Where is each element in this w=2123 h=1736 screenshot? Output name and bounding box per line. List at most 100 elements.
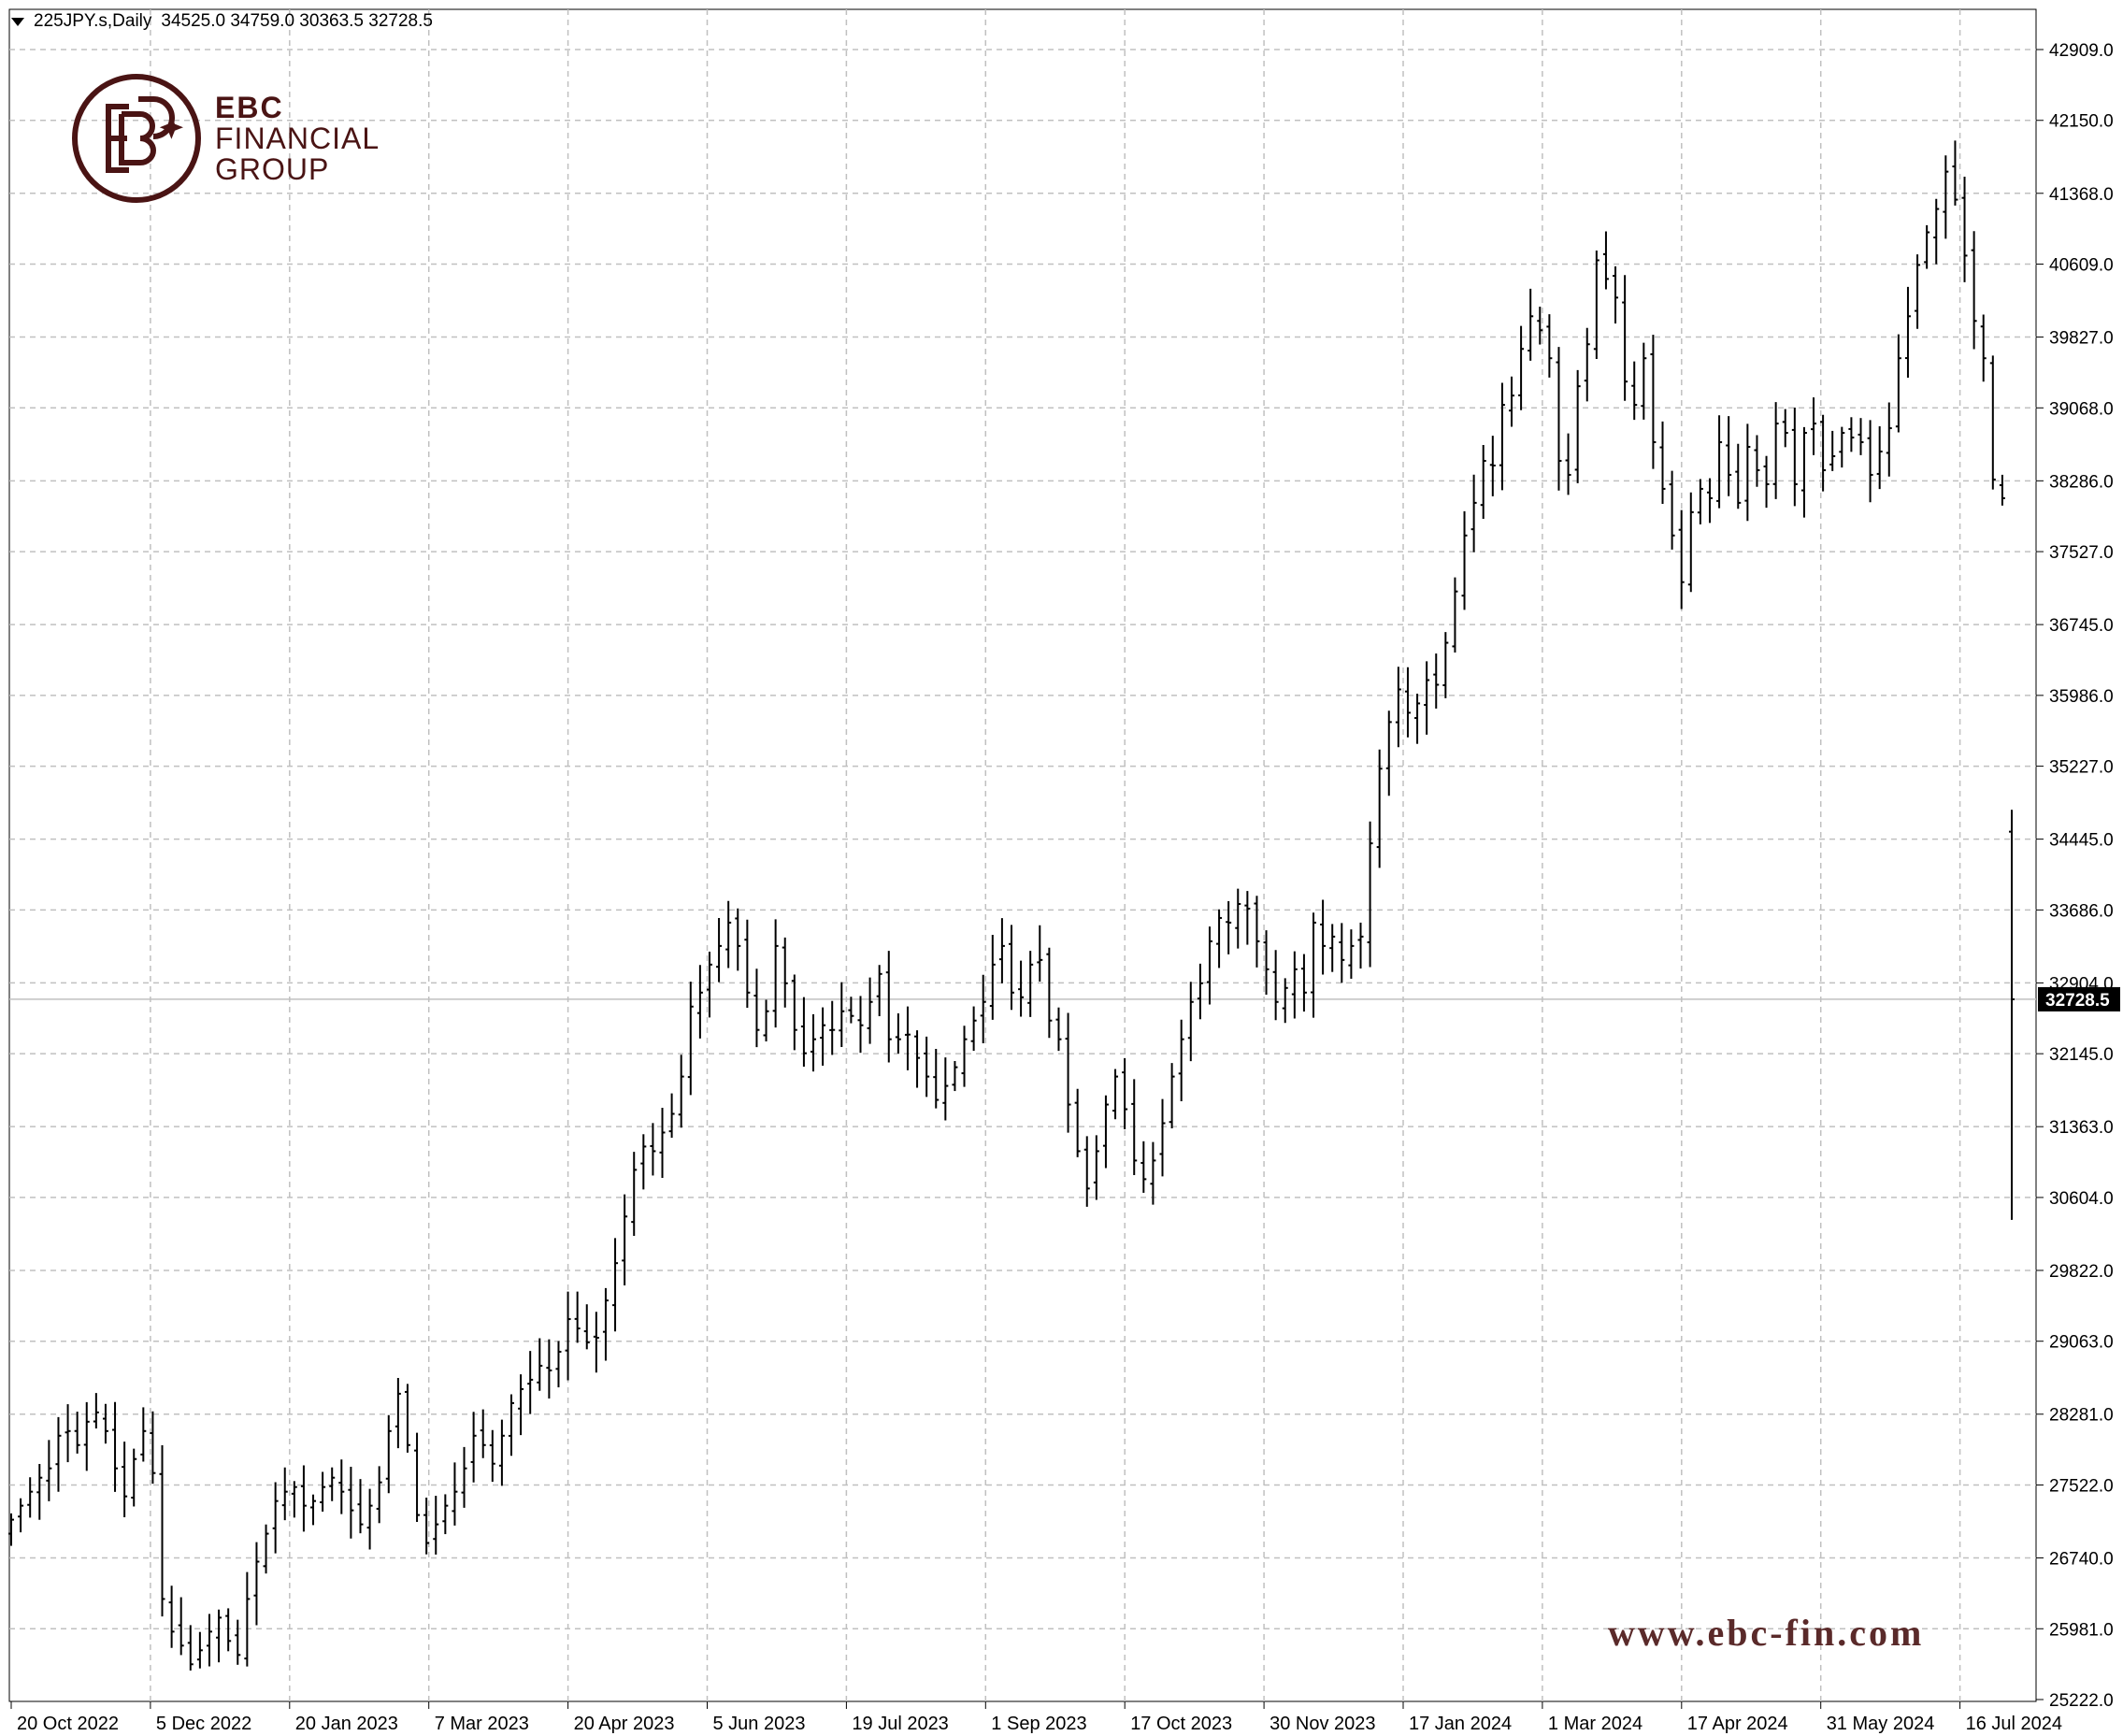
ohlc-bar [235, 1619, 241, 1665]
ohlc-bar [1480, 444, 1486, 519]
ohlc-bar [1018, 960, 1025, 1017]
ohlc-bar [1027, 951, 1034, 1017]
ohlc-bar [1915, 254, 1921, 329]
ohlc-bar [376, 1466, 382, 1524]
dropdown-triangle-icon[interactable] [11, 17, 24, 26]
ohlc-bar [168, 1585, 175, 1648]
ohlc-bar [518, 1374, 524, 1436]
ohlc-bar [1187, 982, 1194, 1062]
ohlc-bar [1122, 1057, 1128, 1129]
ohlc-bar [300, 1465, 307, 1532]
x-tick-label: 7 Mar 2023 [435, 1714, 529, 1734]
ohlc-bar [998, 918, 1005, 983]
ohlc-bar [537, 1338, 543, 1391]
ohlc-bar [612, 1238, 619, 1332]
ohlc-bar [924, 1036, 930, 1098]
ohlc-bar [8, 1513, 14, 1546]
ohlc-bar [1687, 492, 1694, 593]
ohlc-bar [18, 1498, 24, 1533]
ohlc-bar [1083, 1136, 1090, 1207]
ohlc-bar [1556, 347, 1562, 491]
ohlc-bar [980, 974, 986, 1044]
ohlc-bar [1395, 667, 1401, 748]
ohlc-bar [1584, 327, 1590, 402]
ohlc-bar [725, 900, 732, 968]
ohlc-bar [414, 1432, 421, 1523]
ohlc-bar [159, 1444, 165, 1617]
ohlc-bar [1726, 416, 1732, 496]
ohlc-bar [1876, 426, 1883, 490]
ohlc-bar [706, 952, 712, 1018]
ohlc-bar [772, 919, 779, 1028]
ohlc-bar [1772, 402, 1779, 499]
ohlc-bar [320, 1471, 326, 1512]
ohlc-bar [1009, 925, 1014, 1011]
ohlc-bar [848, 997, 854, 1024]
ohlc-bar [1470, 474, 1477, 552]
ohlc-bar [696, 965, 703, 1039]
ohlc-bar [1518, 325, 1525, 410]
y-tick-label: 30604.0 [2049, 1189, 2114, 1209]
ohlc-bar [565, 1291, 571, 1381]
ohlc-bar [631, 1152, 638, 1236]
y-tick-label: 42909.0 [2049, 41, 2114, 61]
x-tick-label: 20 Oct 2022 [17, 1714, 119, 1734]
ohlc-bar [1197, 963, 1203, 1020]
ohlc-bar [1282, 978, 1288, 1024]
logo-line2: FINANCIAL [215, 121, 380, 155]
ohlc-bar [1659, 421, 1666, 505]
ohlc-bar [1943, 155, 1949, 239]
ohlc-bar [178, 1597, 184, 1656]
ohlc-bar [433, 1496, 439, 1555]
ohlc-bar [885, 951, 892, 1063]
ohlc-bar [820, 1007, 826, 1066]
ohlc-bar [1697, 479, 1703, 524]
ohlc-bar [876, 965, 882, 1017]
ohlc-bar [225, 1608, 232, 1652]
ohlc-bar [933, 1048, 940, 1109]
ohlc-bar [196, 1631, 203, 1669]
x-tick-label: 17 Oct 2023 [1130, 1714, 1232, 1734]
ohlc-bar [1150, 1141, 1156, 1205]
ohlc-bar [829, 1000, 836, 1055]
ohlc-bar [1376, 749, 1383, 868]
ohlc-bar [1782, 409, 1788, 448]
x-axis: 20 Oct 2022 5 Dec 2022 20 Jan 2023 7 Mar 20… [10, 1701, 2062, 1734]
ohlc-bar [1886, 402, 1892, 477]
ohlc-bar [753, 968, 760, 1048]
ohlc-bar [1791, 407, 1798, 507]
ohlc-bar [291, 1481, 297, 1518]
ohlc-bar [1839, 426, 1845, 468]
ohlc-bar [1904, 286, 1911, 378]
ohlc-bar [357, 1479, 364, 1534]
ohlc-bar [1339, 923, 1345, 983]
ohlc-bar [1348, 929, 1355, 979]
ohlc-bar [1716, 415, 1723, 509]
ohlc-bar [1461, 510, 1468, 610]
ohlc-bar [687, 982, 694, 1096]
ohlc-bar [1678, 509, 1685, 610]
ohlc-bar [583, 1304, 590, 1350]
ebc-logo: EBC FINANCIAL GROUP [71, 73, 380, 204]
ohlc-bar [442, 1494, 449, 1535]
ohlc-bar [574, 1291, 581, 1343]
y-tick-label: 32145.0 [2049, 1045, 2114, 1065]
price-tag-bg [2038, 986, 2120, 1011]
ohlc-bar [1046, 947, 1053, 1039]
ohlc-bar [1140, 1141, 1147, 1193]
y-tick-label: 27522.0 [2049, 1476, 2114, 1496]
x-tick-label: 5 Dec 2022 [156, 1714, 251, 1734]
y-tick-label: 29822.0 [2049, 1262, 2114, 1282]
ohlc-bar [452, 1462, 458, 1526]
ohlc-bar [423, 1497, 430, 1555]
ohlc-bar [131, 1448, 137, 1507]
ohlc-bar [970, 1006, 977, 1052]
ohlc-bar [593, 1312, 599, 1373]
ohlc-bar [867, 977, 873, 1044]
y-tick-label: 39068.0 [2049, 399, 2114, 419]
ohlc-bar [1565, 433, 1571, 495]
ohlc-bars [8, 140, 2015, 1671]
ohlc-bar [65, 1404, 71, 1463]
x-tick-label: 1 Mar 2024 [1548, 1714, 1642, 1734]
ohlc-bar [1613, 265, 1619, 324]
